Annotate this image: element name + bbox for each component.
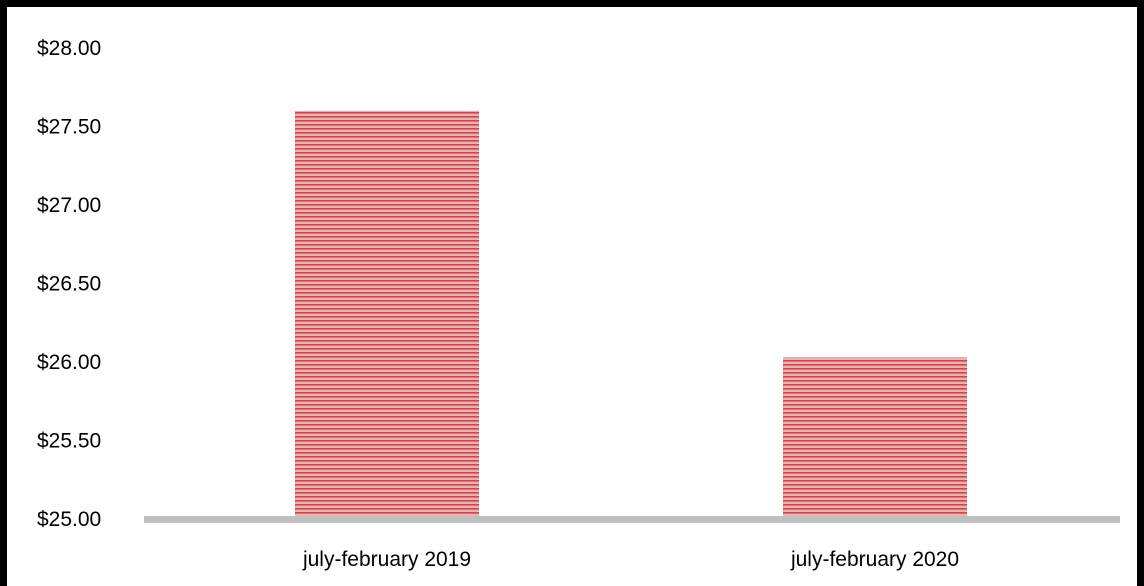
y-tick-label: $26.50: [37, 273, 101, 296]
y-tick-label: $26.00: [37, 351, 101, 374]
x-axis-line: [144, 516, 1120, 523]
x-category-label: july-february 2020: [790, 548, 959, 571]
x-category-label: july-february 2019: [302, 548, 471, 571]
bar: [295, 110, 479, 520]
y-tick-label: $25.50: [37, 430, 101, 453]
x-axis-labels: july-february 2019 july-february 2020: [302, 548, 959, 571]
y-axis-ticks: $25.00 $25.50 $26.00 $26.50 $27.00 $27.50 $28.…: [37, 37, 101, 531]
y-tick-label: $28.00: [37, 37, 101, 60]
y-tick-label: $27.00: [37, 194, 101, 217]
bar: [783, 357, 967, 519]
y-tick-label: $27.50: [37, 116, 101, 139]
bars: [295, 110, 967, 520]
y-tick-label: $25.00: [37, 508, 101, 531]
